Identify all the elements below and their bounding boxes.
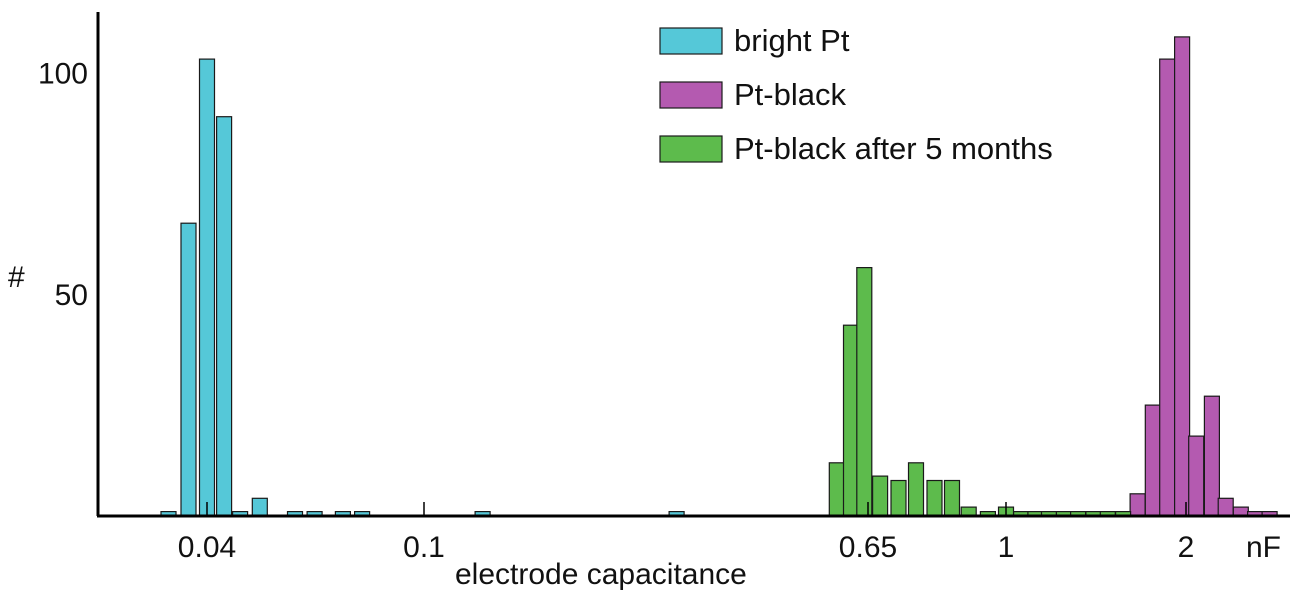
bar-series-1-0 (1129, 493, 1146, 517)
bar-series-0-2 (198, 58, 216, 517)
x-axis-title: electrode capacitance (455, 558, 747, 590)
x-unit-label: nF (1246, 531, 1281, 564)
bar-series-1-3 (1173, 36, 1191, 517)
bar-series-2-5 (907, 462, 925, 517)
legend-label-1: Pt-black (734, 77, 846, 112)
bar-series-2-6 (926, 479, 943, 517)
bar-series-2-7 (943, 479, 961, 517)
legend-label-0: bright Pt (734, 23, 850, 58)
bar-series-0-3 (216, 116, 233, 517)
bar-series-0-5 (251, 497, 268, 517)
y-ticks-group: 50 100 (38, 57, 88, 312)
x-ticks-group: 0.04 0.1 0.65 1 2 (178, 502, 1195, 564)
x-tick-label-2: 0.65 (839, 531, 897, 564)
bar-series-1-1 (1144, 404, 1161, 517)
bar-series-0-1 (180, 222, 197, 517)
legend-swatch-1 (659, 81, 723, 109)
legend-label-2: Pt-black after 5 months (734, 131, 1053, 166)
x-tick-label-4: 2 (1178, 531, 1195, 564)
bar-series-2-4 (890, 479, 907, 517)
bar-series-2-0 (828, 462, 845, 517)
legend-swatch-2 (659, 135, 723, 163)
bar-series-2-3 (871, 475, 889, 517)
bars-group (160, 36, 1278, 517)
bar-series-1-6 (1217, 497, 1234, 517)
bar-series-1-4 (1188, 435, 1205, 517)
x-tick-label-1: 0.1 (403, 531, 445, 564)
y-tick-label-0: 50 (55, 279, 88, 312)
y-axis-label: # (8, 261, 25, 294)
x-tick-label-0: 0.04 (178, 531, 236, 564)
x-tick-label-3: 1 (998, 531, 1015, 564)
bar-series-1-5 (1203, 395, 1221, 517)
y-tick-label-1: 100 (38, 57, 88, 90)
bar-series-1-2 (1159, 58, 1176, 517)
legend: bright Pt Pt-black Pt-black after 5 months (659, 23, 1053, 166)
legend-swatch-0 (659, 27, 723, 55)
bar-series-2-2 (856, 267, 873, 517)
